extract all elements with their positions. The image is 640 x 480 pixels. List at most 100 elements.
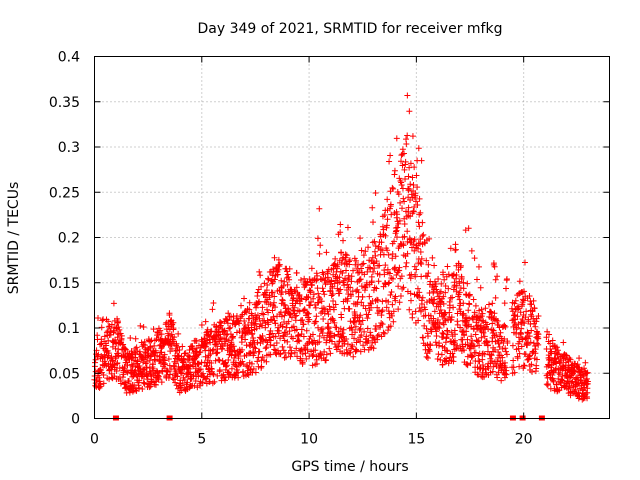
data-point <box>323 339 330 346</box>
y-tick-label: 0.25 <box>49 185 80 201</box>
data-point <box>417 236 424 243</box>
data-point <box>511 369 518 376</box>
data-point <box>370 345 377 352</box>
data-point <box>247 366 254 373</box>
data-point <box>362 248 369 255</box>
data-point <box>235 353 242 360</box>
data-point <box>308 348 315 355</box>
data-point <box>444 348 451 355</box>
data-point <box>308 298 315 305</box>
data-point <box>326 303 333 310</box>
data-point <box>281 278 288 285</box>
data-point <box>459 329 466 336</box>
data-point <box>258 283 265 290</box>
data-point <box>398 179 405 186</box>
data-point <box>212 357 219 364</box>
data-point <box>338 314 345 321</box>
data-point <box>491 263 498 270</box>
data-point <box>334 261 341 268</box>
data-point <box>418 255 425 262</box>
data-point <box>444 263 451 270</box>
data-point <box>423 353 430 360</box>
data-point <box>329 315 336 322</box>
data-point <box>549 371 556 378</box>
data-point <box>115 324 122 331</box>
data-point <box>152 347 159 354</box>
data-point <box>310 295 317 302</box>
data-point <box>330 298 337 305</box>
data-point <box>428 326 435 333</box>
data-point <box>291 304 298 311</box>
data-point <box>415 245 422 252</box>
data-point <box>128 367 135 374</box>
data-point <box>114 334 121 341</box>
data-point <box>371 238 378 245</box>
data-point <box>453 271 460 278</box>
data-point <box>388 211 395 218</box>
data-point <box>288 314 295 321</box>
data-point <box>329 290 336 297</box>
data-point <box>404 250 411 257</box>
data-point <box>393 271 400 278</box>
data-point <box>409 174 416 181</box>
data-point <box>321 348 328 355</box>
data-point <box>209 306 216 313</box>
data-point <box>191 382 198 389</box>
data-point <box>327 350 334 357</box>
data-point <box>390 308 397 315</box>
data-point <box>512 297 519 304</box>
data-point <box>283 354 290 361</box>
data-point <box>406 186 413 193</box>
data-point <box>386 279 393 286</box>
data-point <box>443 347 450 354</box>
data-point <box>373 296 380 303</box>
data-point <box>124 362 131 369</box>
data-point <box>367 265 374 272</box>
data-point <box>502 345 509 352</box>
data-point <box>502 364 509 371</box>
data-point <box>470 296 477 303</box>
data-point <box>360 342 367 349</box>
data-point <box>423 257 430 264</box>
data-point <box>318 326 325 333</box>
data-point <box>271 276 278 283</box>
data-point <box>147 338 154 345</box>
data-point <box>262 345 269 352</box>
data-point <box>99 317 106 324</box>
data-point <box>548 348 555 355</box>
data-point <box>286 265 293 272</box>
data-point <box>408 191 415 198</box>
data-point <box>212 341 219 348</box>
data-point <box>513 324 520 331</box>
data-point <box>492 294 499 301</box>
data-point <box>469 353 476 360</box>
data-point <box>344 281 351 288</box>
data-point <box>147 343 154 350</box>
data-point <box>552 366 559 373</box>
data-point <box>204 340 211 347</box>
data-point <box>250 365 257 372</box>
data-point <box>402 175 409 182</box>
data-point <box>274 271 281 278</box>
data-point <box>488 357 495 364</box>
data-point <box>320 316 327 323</box>
data-point <box>553 344 560 351</box>
data-point <box>417 209 424 216</box>
data-point <box>392 225 399 232</box>
data-point <box>411 164 418 171</box>
data-point <box>92 356 99 363</box>
data-point <box>436 342 443 349</box>
data-point <box>315 299 322 306</box>
data-point <box>257 272 264 279</box>
data-point <box>170 376 177 383</box>
data-point <box>267 351 274 358</box>
data-point <box>424 273 431 280</box>
data-point <box>389 251 396 258</box>
data-point <box>401 150 408 157</box>
data-point <box>437 288 444 295</box>
data-point <box>336 290 343 297</box>
data-point <box>176 347 183 354</box>
data-point <box>96 384 103 391</box>
data-point <box>272 320 279 327</box>
data-point <box>492 276 499 283</box>
